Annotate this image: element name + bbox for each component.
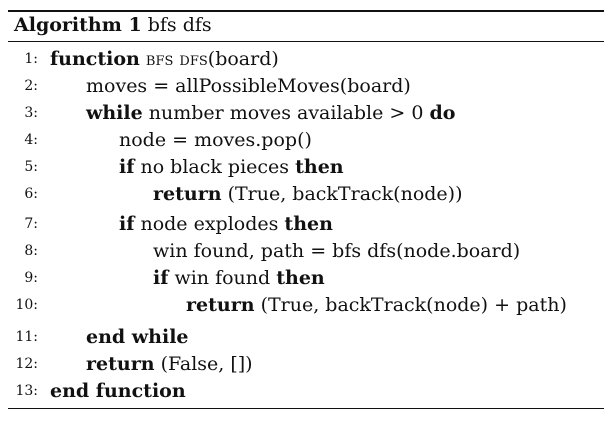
line-number: 11: [15, 329, 38, 345]
line-number: 2: [24, 78, 38, 94]
keyword: return [86, 353, 155, 375]
keyword: end function [50, 380, 186, 402]
line-code: function bfs dfs(board) [50, 46, 279, 72]
line-code: end function [50, 378, 186, 404]
caption-rule [8, 41, 604, 42]
keyword: then [295, 156, 344, 178]
line-code: if no black pieces then [119, 154, 344, 180]
line-code: node = moves.pop() [119, 127, 312, 153]
line-code: moves = allPossibleMoves(board) [86, 73, 411, 99]
line-text: (False, []) [160, 353, 253, 375]
line-code: win found, path = bfs dfs(node.board) [153, 238, 520, 264]
top-rule [8, 10, 604, 12]
line-code: while number moves available > 0 do [86, 100, 455, 126]
algorithm-caption: Algorithm 1 bfs dfs [14, 12, 212, 38]
line-text: node = moves.pop() [119, 129, 312, 151]
line-text: win found, path = bfs dfs(node.board) [153, 240, 521, 262]
line-text: no black pieces [140, 156, 290, 178]
keyword: return [186, 294, 255, 316]
line-number: 5: [24, 159, 38, 175]
line-text: win found [174, 267, 271, 289]
line-code: return (True, backTrack(node)) [153, 181, 463, 207]
line-number: 3: [24, 105, 38, 121]
line-text: number moves available > 0 [148, 102, 424, 124]
algorithm-label: Algorithm 1 [14, 14, 142, 36]
keyword: if [153, 267, 169, 289]
line-code: return (True, backTrack(node) + path) [186, 292, 567, 318]
line-number: 4: [24, 132, 38, 148]
line-number: 6: [24, 186, 38, 202]
keyword: then [284, 213, 333, 235]
keyword: if [119, 156, 135, 178]
algorithm-title: bfs dfs [147, 14, 212, 36]
keyword: while [86, 102, 143, 124]
line-number: 9: [24, 270, 38, 286]
line-number: 7: [24, 216, 38, 232]
line-number: 8: [24, 243, 38, 259]
keyword: do [429, 102, 456, 124]
line-code: if win found then [153, 265, 325, 291]
keyword: end while [86, 326, 189, 348]
line-text: moves = allPossibleMoves(board) [86, 75, 411, 97]
line-number: 1: [24, 51, 38, 67]
line-number: 13: [15, 383, 38, 399]
keyword: if [119, 213, 135, 235]
line-text: (True, backTrack(node)) [227, 183, 463, 205]
keyword: then [276, 267, 325, 289]
line-code: if node explodes then [119, 211, 333, 237]
keyword: return [153, 183, 222, 205]
line-number: 12: [15, 356, 38, 372]
keyword: function [50, 48, 140, 70]
line-code: return (False, []) [86, 351, 253, 377]
line-number: 10: [15, 297, 38, 313]
procedure-name: bfs dfs [145, 48, 208, 70]
line-text: node explodes [140, 213, 279, 235]
bottom-rule [8, 408, 604, 409]
line-text: (board) [207, 48, 279, 70]
line-code: end while [86, 324, 189, 350]
line-text: (True, backTrack(node) + path) [260, 294, 567, 316]
